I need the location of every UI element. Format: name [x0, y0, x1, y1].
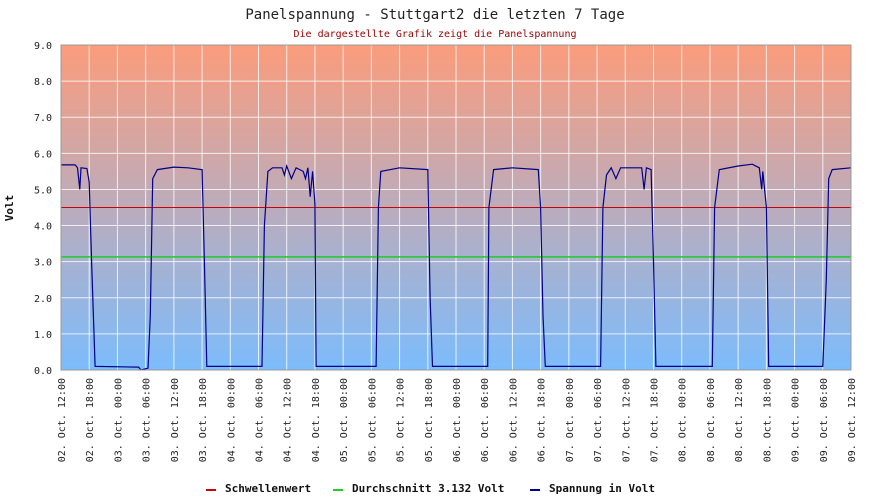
x-tick-label: 07. Oct. 12:00	[621, 378, 632, 462]
y-tick-label: 0.0	[34, 366, 52, 377]
x-tick-label: 02. Oct. 12:00	[57, 378, 68, 462]
x-tick-label: 02. Oct. 18:00	[85, 378, 96, 462]
x-tick-label: 03. Oct. 00:00	[113, 378, 124, 462]
chart-subtitle: Die dargestellte Grafik zeigt die Panels…	[294, 29, 577, 40]
x-tick-label: 07. Oct. 00:00	[565, 378, 576, 462]
x-tick-label: 04. Oct. 18:00	[311, 378, 322, 462]
voltage-series-line	[61, 163, 852, 371]
x-tick-label: 07. Oct. 18:00	[650, 378, 661, 462]
y-tick-label: 4.0	[34, 222, 52, 233]
x-tick-label: 05. Oct. 06:00	[367, 378, 378, 462]
x-tick-label: 05. Oct. 18:00	[424, 378, 435, 462]
x-tick-label: 07. Oct. 06:00	[593, 378, 604, 462]
x-tick-label: 08. Oct. 18:00	[762, 378, 773, 462]
x-tick-label: 06. Oct. 12:00	[508, 378, 519, 462]
x-tick-label: 08. Oct. 00:00	[678, 378, 689, 462]
x-axis-ticks: 02. Oct. 12:00 02. Oct. 18:00 03. Oct. 00:…	[57, 378, 858, 462]
legend-label-average: Durchschnitt 3.132 Volt	[352, 482, 504, 495]
y-tick-label: 7.0	[34, 113, 52, 124]
y-tick-label: 3.0	[34, 258, 52, 269]
x-tick-label: 03. Oct. 18:00	[198, 378, 209, 462]
plot-frame	[60, 44, 852, 371]
x-tick-label: 04. Oct. 12:00	[283, 378, 294, 462]
y-axis-label: Volt	[3, 195, 16, 222]
y-tick-label: 2.0	[34, 294, 52, 305]
x-tick-label: 08. Oct. 12:00	[734, 378, 745, 462]
x-tick-label: 09. Oct. 06:00	[819, 378, 830, 462]
y-axis-ticks: 0.0 1.0 2.0 3.0 4.0 5.0 6.0 7.0 8.0 9.0	[34, 41, 52, 377]
x-tick-label: 03. Oct. 12:00	[170, 378, 181, 462]
legend: Schwellenwert Durchschnitt 3.132 Volt Sp…	[206, 482, 655, 495]
x-tick-label: 09. Oct. 00:00	[791, 378, 802, 462]
x-tick-label: 08. Oct. 06:00	[706, 378, 717, 462]
legend-label-threshold: Schwellenwert	[225, 482, 311, 495]
x-tick-label: 05. Oct. 00:00	[339, 378, 350, 462]
x-tick-label: 06. Oct. 18:00	[537, 378, 548, 462]
x-tick-label: 06. Oct. 06:00	[480, 378, 491, 462]
x-tick-label: 09. Oct. 12:00	[847, 378, 858, 462]
chart-title: Panelspannung - Stuttgart2 die letzten 7…	[245, 7, 624, 23]
x-tick-label: 04. Oct. 06:00	[255, 378, 266, 462]
y-tick-label: 1.0	[34, 330, 52, 341]
x-tick-label: 03. Oct. 06:00	[142, 378, 153, 462]
y-tick-label: 9.0	[34, 41, 52, 52]
y-tick-label: 8.0	[34, 77, 52, 88]
y-tick-label: 5.0	[34, 185, 52, 196]
x-tick-label: 06. Oct. 00:00	[452, 378, 463, 462]
x-tick-label: 04. Oct. 00:00	[226, 378, 237, 462]
y-tick-label: 6.0	[34, 149, 52, 160]
x-tick-label: 05. Oct. 12:00	[396, 378, 407, 462]
legend-label-voltage: Spannung in Volt	[549, 482, 655, 495]
